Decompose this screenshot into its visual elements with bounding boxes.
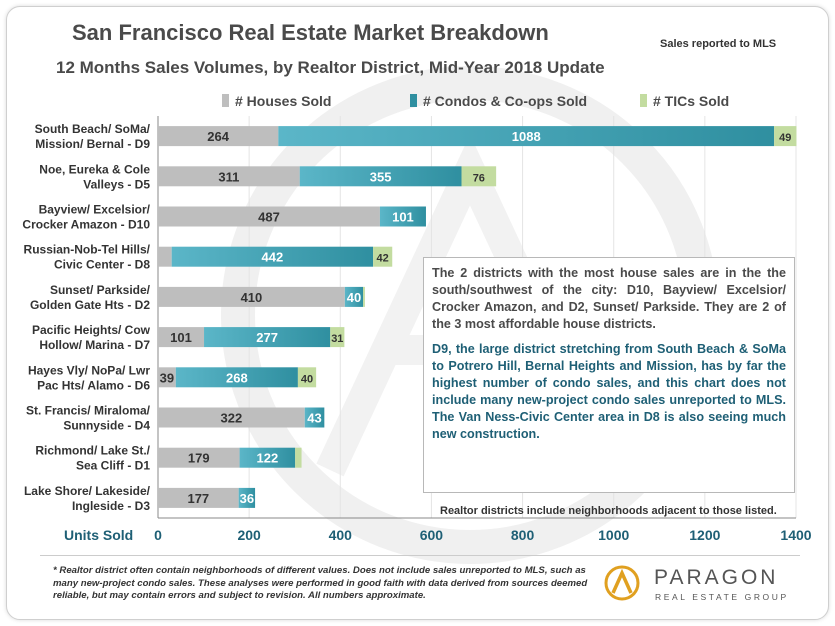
bar-data-label: 43 — [307, 411, 321, 426]
bar-data-label: 39 — [160, 370, 174, 385]
bar-segment — [158, 367, 176, 388]
bar-data-label: 122 — [257, 451, 279, 466]
bar-segment — [158, 206, 380, 227]
category-label: Bayview/ Excelsior/ — [39, 203, 151, 217]
bar-data-label: 264 — [207, 129, 229, 144]
category-label: Richmond/ Lake St./ — [35, 444, 150, 458]
bar-segment — [295, 447, 302, 468]
bar-segment — [158, 447, 240, 468]
bar-segment — [175, 367, 298, 388]
bar-segment — [239, 447, 296, 468]
footer-divider — [40, 555, 800, 556]
chart-title: San Francisco Real Estate Market Breakdo… — [72, 20, 549, 45]
bar-data-label: 76 — [473, 172, 485, 184]
bar-segment — [363, 286, 365, 307]
annotation-box: The 2 districts with the most house sale… — [423, 257, 795, 493]
legend-label: # Houses Sold — [235, 93, 331, 109]
bar-data-label: 40 — [347, 290, 361, 305]
legend-swatch — [222, 94, 229, 107]
x-axis-title: Units Sold — [64, 527, 133, 543]
bar-data-label: 268 — [226, 370, 248, 385]
category-label: Sunset/ Parkside/ — [50, 283, 151, 297]
bar-data-label: 277 — [256, 330, 278, 345]
bar-data-label: 31 — [331, 333, 343, 345]
bar-segment — [158, 407, 305, 428]
districts-note: Realtor districts include neighborhoods … — [440, 505, 777, 517]
bar-segment — [158, 126, 279, 147]
bar-segment — [171, 246, 374, 267]
category-label: Russian-Nob-Tel Hills/ — [24, 243, 151, 257]
x-tick-label: 400 — [329, 527, 353, 543]
logo-name: PARAGON — [654, 566, 779, 589]
bar-data-label: 177 — [187, 491, 209, 506]
bar-data-label: 101 — [170, 330, 192, 345]
bar-data-label: 442 — [262, 250, 284, 265]
footnote: * Realtor district often contain neighbo… — [53, 565, 588, 601]
category-label: Lake Shore/ Lakeside/ — [24, 484, 151, 498]
bar-segment — [158, 286, 345, 307]
x-tick-label: 800 — [511, 527, 535, 543]
category-label: Mission/ Bernal - D9 — [35, 137, 150, 151]
bar-segment — [379, 206, 426, 227]
category-label: Sunnyside - D4 — [63, 419, 150, 433]
category-label: Pac Hts/ Alamo - D6 — [37, 378, 150, 392]
legend-swatch — [410, 94, 417, 107]
bar-segment — [373, 246, 393, 267]
bar-segment — [204, 327, 331, 348]
bar-chart: 0 200 400 600 800 1000 1200 1400 Units Sold # Hou… — [22, 93, 811, 543]
category-label: St. Francis/ Miraloma/ — [26, 404, 151, 418]
x-tick-label: 1400 — [780, 527, 811, 543]
bar-segment — [158, 327, 205, 348]
bar-data-label: 101 — [392, 210, 414, 225]
category-label: Crocker Amazon - D10 — [22, 218, 150, 232]
x-tick-label: 1200 — [689, 527, 720, 543]
bar-data-label: 487 — [258, 210, 280, 225]
x-tick-label: 600 — [420, 527, 444, 543]
bar-segment — [297, 367, 317, 388]
sales-note: Sales reported to MLS — [660, 38, 777, 50]
category-label: Valleys - D5 — [83, 177, 150, 191]
x-tick-label: 1000 — [598, 527, 629, 543]
bar-data-label: 355 — [370, 169, 392, 184]
category-label: South Beach/ SoMa/ — [35, 122, 151, 136]
bar-data-label: 42 — [377, 253, 389, 265]
legend-label: # TICs Sold — [653, 93, 729, 109]
bar-data-label: 40 — [301, 373, 313, 385]
category-label: Hayes Vly/ NoPa/ Lwr — [28, 363, 150, 377]
bar-data-label: 49 — [779, 132, 791, 144]
bar-data-label: 410 — [241, 290, 263, 305]
bar-segment — [278, 126, 775, 147]
bar-segment — [330, 327, 345, 348]
logo-subtitle: REAL ESTATE GROUP — [655, 592, 789, 602]
annotation-paragraph-condos: D9, the large district stretching from S… — [432, 342, 786, 441]
x-tick-label: 0 — [154, 527, 162, 543]
category-label: Golden Gate Hts - D2 — [30, 298, 150, 312]
legend-label: # Condos & Co-ops Sold — [423, 93, 587, 109]
bar-segment — [774, 126, 797, 147]
bar-segment — [158, 487, 239, 508]
bar-segment — [299, 166, 462, 187]
bar-segment — [461, 166, 497, 187]
bar-segment — [158, 166, 300, 187]
bar-segment — [238, 487, 256, 508]
bar-segment — [344, 286, 364, 307]
bar-data-label: 36 — [240, 491, 254, 506]
annotation-paragraph-houses: The 2 districts with the most house sale… — [432, 266, 786, 331]
category-label: Hollow/ Marina - D7 — [39, 338, 150, 352]
category-label: Civic Center - D8 — [54, 258, 150, 272]
chart-subtitle: 12 Months Sales Volumes, by Realtor Dist… — [56, 58, 605, 77]
bar-data-label: 179 — [188, 451, 210, 466]
bar-data-label: 322 — [221, 411, 243, 426]
bar-segment — [158, 246, 172, 267]
x-tick-label: 200 — [237, 527, 261, 543]
bar-segment — [304, 407, 325, 428]
category-label: Pacific Heights/ Cow — [32, 323, 151, 337]
bar-data-label: 311 — [218, 169, 239, 184]
category-label: Ingleside - D3 — [72, 499, 150, 513]
paragon-logo-icon — [604, 565, 640, 601]
bar-data-label: 1088 — [512, 129, 541, 144]
category-label: Noe, Eureka & Cole — [39, 162, 150, 176]
category-label: Sea Cliff - D1 — [76, 459, 150, 473]
legend-swatch — [640, 94, 647, 107]
